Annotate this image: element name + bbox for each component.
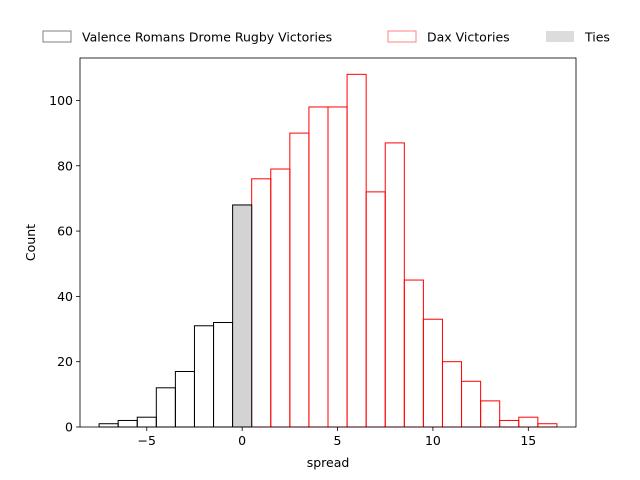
x-axis-label: spread [307, 455, 350, 470]
ticks-layer: −5 0 5 10 15 0 20 40 60 80 100 [49, 93, 536, 448]
x-tick-label: 5 [334, 433, 342, 448]
histogram-bar [384, 142, 405, 428]
legend-item-valence: Valence Romans Drome Rugby Victories [42, 30, 332, 45]
legend-item-ties: Ties [546, 30, 610, 45]
histogram-bar [480, 400, 501, 428]
y-tick-label: 0 [65, 420, 73, 435]
x-tick-label: 15 [520, 433, 536, 448]
legend-swatch-dax [387, 30, 417, 43]
histogram-bar [441, 361, 463, 428]
legend-label-valence: Valence Romans Drome Rugby Victories [82, 30, 332, 45]
plot-frame [79, 57, 577, 428]
y-tick-label: 40 [57, 289, 73, 304]
legend-item-dax: Dax Victories [387, 30, 510, 45]
histogram-bar [308, 106, 329, 428]
histogram-bar [117, 419, 138, 428]
histogram-bar [461, 380, 482, 428]
legend-label-ties: Ties [584, 30, 610, 45]
axes-layer [79, 57, 577, 428]
histogram-bar [270, 168, 291, 428]
histogram-bar [403, 279, 424, 428]
legend-swatch-valence [42, 30, 72, 43]
x-tick-label: 10 [425, 433, 441, 448]
bars-layer [98, 73, 558, 428]
histogram-bar [251, 178, 272, 428]
histogram-bar [499, 419, 520, 428]
histogram-bar [213, 322, 234, 428]
histogram-bar [98, 423, 119, 428]
legend-label-dax: Dax Victories [427, 30, 510, 45]
y-tick-label: 100 [49, 93, 73, 108]
x-tick-label: −5 [138, 433, 156, 448]
histogram-bar [136, 416, 157, 428]
y-tick-label: 60 [57, 224, 73, 239]
histogram-bar [327, 106, 348, 428]
x-tick-label: 0 [238, 433, 246, 448]
histogram-bar [232, 204, 253, 428]
legend-swatch-ties [546, 31, 574, 42]
legend: Valence Romans Drome Rugby Victories Dax… [42, 30, 610, 45]
histogram-bar [365, 191, 386, 428]
histogram-bar [193, 325, 215, 428]
y-tick-label: 80 [57, 158, 73, 173]
histogram-bar [422, 318, 443, 428]
histogram-bar [289, 132, 310, 428]
y-tick-label: 20 [57, 354, 73, 369]
y-axis-label: Count [23, 224, 38, 261]
histogram-bar [155, 387, 176, 428]
histogram-bar [346, 73, 367, 428]
histogram-bar [518, 416, 539, 428]
histogram-bar [537, 423, 558, 428]
histogram-bar [174, 370, 195, 428]
